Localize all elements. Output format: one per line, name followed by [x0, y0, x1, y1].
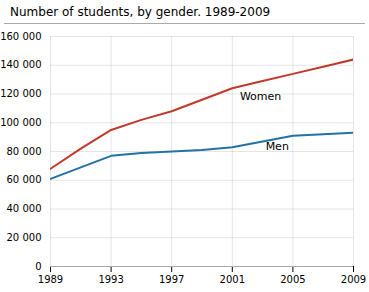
svg-text:80 000: 80 000: [7, 146, 42, 157]
svg-text:Women: Women: [240, 90, 281, 103]
svg-text:Men: Men: [266, 140, 289, 153]
svg-text:100 000: 100 000: [0, 117, 41, 128]
svg-text:40 000: 40 000: [7, 203, 42, 214]
svg-text:1997: 1997: [159, 274, 184, 285]
svg-text:2005: 2005: [280, 274, 305, 285]
svg-text:1993: 1993: [98, 274, 123, 285]
svg-text:1989: 1989: [38, 274, 63, 285]
svg-text:60 000: 60 000: [7, 174, 42, 185]
svg-text:140 000: 140 000: [0, 59, 41, 70]
svg-text:20 000: 20 000: [7, 232, 42, 243]
svg-text:120 000: 120 000: [0, 88, 41, 99]
svg-text:160 000: 160 000: [0, 31, 41, 42]
html-text:Number of students, by gender.: Number of students, by gender. 1989-2009: [10, 5, 271, 19]
svg-text:2001: 2001: [220, 274, 245, 285]
svg-text:0: 0: [35, 261, 41, 272]
svg-text:2009: 2009: [341, 274, 366, 285]
